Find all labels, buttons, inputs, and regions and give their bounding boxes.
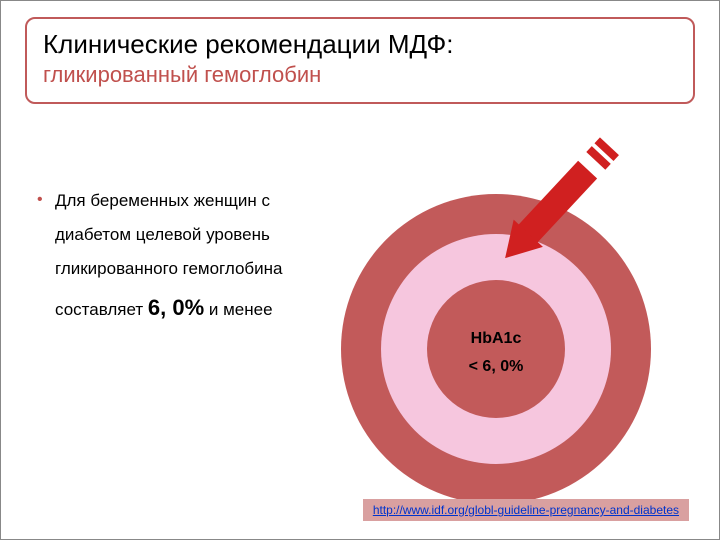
slide: Клинические рекомендации МДФ: гликирован… bbox=[0, 0, 720, 540]
citation-box: http://www.idf.org/globl-guideline-pregn… bbox=[363, 499, 689, 521]
bullet-block: • Для беременных женщин с диабетом целев… bbox=[37, 184, 317, 330]
title-box: Клинические рекомендации МДФ: гликирован… bbox=[25, 17, 695, 104]
target-center-labels: HbA1c < 6, 0% bbox=[427, 320, 565, 386]
bullet-dot-icon: • bbox=[37, 184, 55, 330]
bullet-item: • Для беременных женщин с диабетом целев… bbox=[37, 184, 317, 330]
title-main: Клинические рекомендации МДФ: bbox=[43, 29, 677, 60]
bullet-text: Для беременных женщин с диабетом целевой… bbox=[55, 184, 317, 330]
citation-link[interactable]: http://www.idf.org/globl-guideline-pregn… bbox=[373, 503, 679, 517]
target-label-value: < 6, 0% bbox=[427, 358, 565, 376]
bullet-text-after: и менее bbox=[209, 300, 273, 319]
target-label-hba1c: HbA1c bbox=[427, 330, 565, 348]
bullet-emph: 6, 0% bbox=[148, 295, 204, 320]
arrow-tail-icon bbox=[586, 137, 619, 169]
target-diagram: HbA1c < 6, 0% bbox=[331, 152, 661, 482]
title-sub: гликированный гемоглобин bbox=[43, 62, 677, 88]
slide-body: • Для беременных женщин с диабетом целев… bbox=[1, 104, 719, 504]
